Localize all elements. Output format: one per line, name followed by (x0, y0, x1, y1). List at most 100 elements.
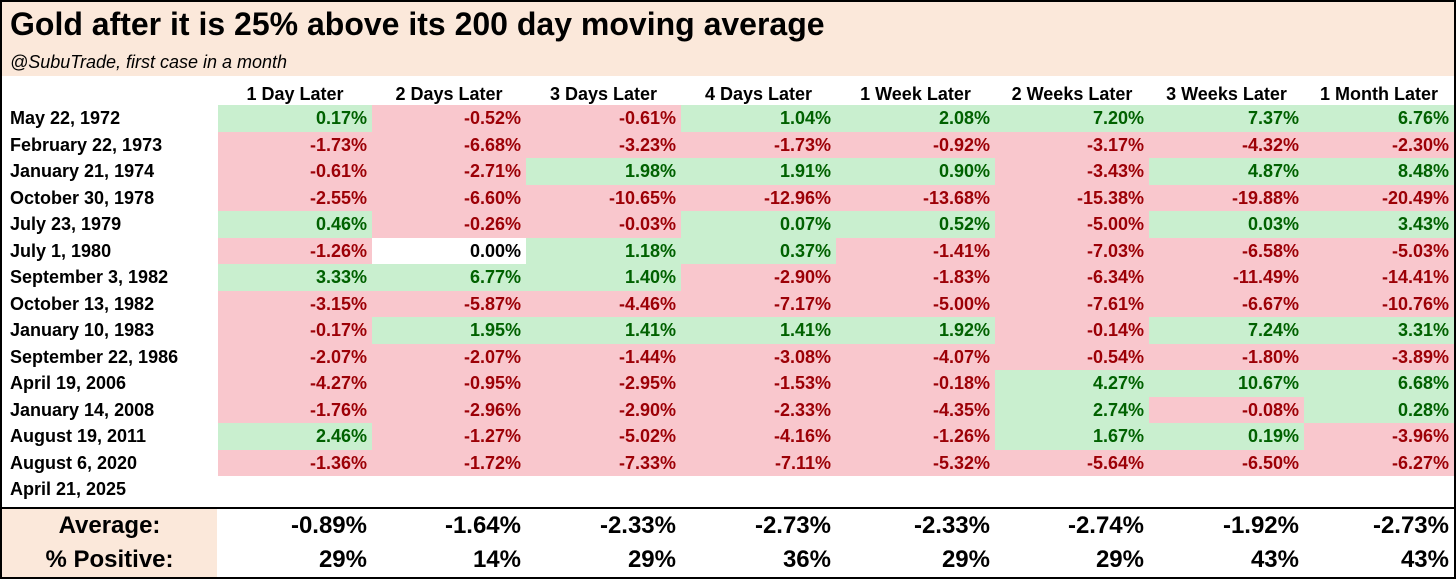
table-cell: -14.41% (1304, 264, 1454, 291)
table-cell: -7.03% (995, 237, 1149, 264)
table-cell: -4.27% (218, 370, 372, 397)
table-cell: -1.83% (836, 264, 995, 291)
column-header: 1 Week Later (860, 84, 971, 104)
row-label: September 3, 1982 (10, 267, 169, 287)
summary-cell: -2.33% (913, 512, 990, 539)
chart-title: Gold after it is 25% above its 200 day m… (10, 6, 825, 42)
column-header: 1 Month Later (1319, 84, 1438, 104)
table-cell: 2.46% (218, 423, 372, 450)
table-cell: -13.68% (836, 184, 995, 211)
table-cell: 1.98% (526, 158, 681, 185)
table-cell: -1.72% (372, 449, 526, 476)
table-cell (681, 476, 836, 503)
table-cell: -11.49% (1149, 264, 1304, 291)
table-cell: 0.17% (218, 105, 372, 132)
summary-cell: 14% (472, 546, 521, 573)
table-cell: 1.95% (372, 317, 526, 344)
table-cell: 3.33% (218, 264, 372, 291)
table-cell: -5.00% (836, 290, 995, 317)
table-cell: -1.44% (526, 343, 681, 370)
summary-label: Average: (58, 512, 161, 539)
summary-cell: -1.64% (444, 512, 521, 539)
table-cell: 0.46% (218, 211, 372, 238)
table-cell: -19.88% (1149, 184, 1304, 211)
table-cell: -12.96% (681, 184, 836, 211)
table-cell: -6.67% (1149, 290, 1304, 317)
table-cell: -0.14% (995, 317, 1149, 344)
summary-cell: -2.74% (1067, 512, 1144, 539)
table-cell: -3.43% (995, 158, 1149, 185)
table-cell: 0.90% (836, 158, 995, 185)
row-label: January 21, 1974 (10, 161, 155, 181)
summary-cell: -2.73% (1372, 512, 1449, 539)
table-cell: -3.15% (218, 290, 372, 317)
row-label: January 14, 2008 (10, 399, 155, 420)
table-cell: -7.33% (526, 449, 681, 476)
table-cell: -0.61% (526, 105, 681, 132)
table-cell: 0.03% (1149, 211, 1304, 238)
summary-cell: -1.92% (1222, 512, 1299, 539)
table-cell: -1.36% (218, 449, 372, 476)
table-cell: 6.68% (1304, 370, 1454, 397)
table-cell: 0.19% (1149, 423, 1304, 450)
table-cell: 0.00% (372, 237, 526, 264)
table-cell: -2.33% (681, 396, 836, 423)
table-cell: 2.08% (836, 105, 995, 132)
table-cell: 0.37% (681, 237, 836, 264)
summary-cell: 29% (1095, 546, 1144, 573)
table-cell: -5.87% (372, 290, 526, 317)
column-header: 3 Weeks Later (1166, 84, 1287, 104)
table-cell: -0.08% (1149, 396, 1304, 423)
table-cell: -7.11% (681, 449, 836, 476)
table-cell: -0.17% (218, 317, 372, 344)
row-label: July 23, 1979 (10, 214, 122, 234)
table-cell: -3.89% (1304, 343, 1454, 370)
table-cell (995, 476, 1149, 503)
summary-cell: 29% (627, 546, 676, 573)
table-cell: -2.07% (372, 343, 526, 370)
column-header: 2 Days Later (395, 84, 503, 104)
table-cell: -0.92% (836, 131, 995, 158)
row-label: September 22, 1986 (10, 346, 179, 367)
table-cell: -10.76% (1304, 290, 1454, 317)
summary-cell: -0.89% (290, 512, 367, 539)
table-cell (836, 476, 995, 503)
table-cell: 1.41% (526, 317, 681, 344)
table-cell: 8.48% (1304, 158, 1454, 185)
row-label: October 30, 1978 (10, 187, 155, 208)
row-label: October 13, 1982 (10, 293, 155, 314)
table-cell: -15.38% (995, 184, 1149, 211)
summary-cell: 36% (782, 546, 831, 573)
table-cell: -6.27% (1304, 449, 1454, 476)
table-cell: 0.52% (836, 211, 995, 238)
row-label: August 19, 2011 (10, 426, 147, 446)
table-cell: -20.49% (1304, 184, 1454, 211)
table-cell: 2.74% (995, 396, 1149, 423)
table-cell: -7.61% (995, 290, 1149, 317)
table-cell: 1.67% (995, 423, 1149, 450)
table-cell: 1.40% (526, 264, 681, 291)
table-cell: -1.26% (836, 423, 995, 450)
table-cell: -5.03% (1304, 237, 1454, 264)
table-cell: -2.30% (1304, 131, 1454, 158)
table-cell: -4.07% (836, 343, 995, 370)
table-cell: -6.60% (372, 184, 526, 211)
table-cell: -1.41% (836, 237, 995, 264)
table-cell: 0.28% (1304, 396, 1454, 423)
row-label: July 1, 1980 (10, 240, 112, 261)
table-cell: -0.95% (372, 370, 526, 397)
table-cell: -4.32% (1149, 131, 1304, 158)
column-header: 3 Days Later (549, 84, 658, 104)
table-cell: -10.65% (526, 184, 681, 211)
row-label: May 22, 1972 (10, 108, 121, 128)
row-label: February 22, 1973 (10, 134, 163, 155)
table-cell: -1.80% (1149, 343, 1304, 370)
table-cell: 7.24% (1149, 317, 1304, 344)
summary-cell: 29% (941, 546, 990, 573)
table-cell (1149, 476, 1304, 503)
table-cell: 1.18% (526, 237, 681, 264)
table-cell: 1.92% (836, 317, 995, 344)
table-cell (372, 476, 526, 503)
table-cell: -5.32% (836, 449, 995, 476)
row-label: January 10, 1983 (10, 320, 155, 340)
